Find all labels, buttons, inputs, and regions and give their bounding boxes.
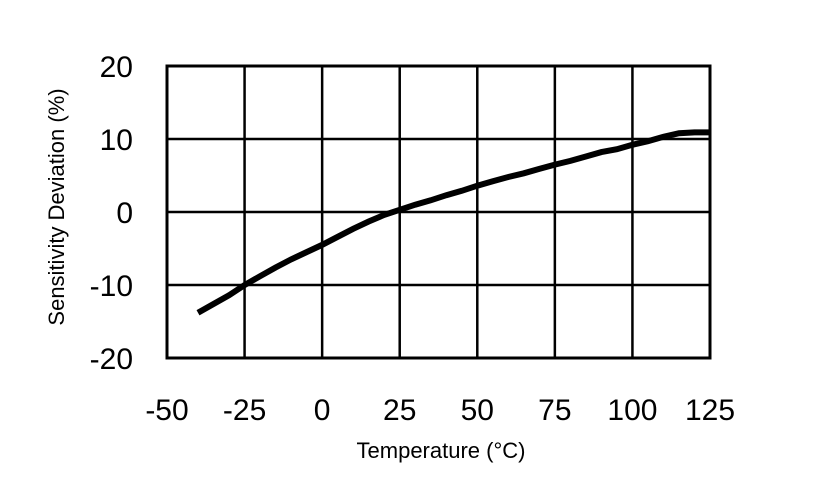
x-tick-label: 0 — [314, 394, 331, 427]
x-tick-label: 50 — [461, 394, 494, 427]
y-axis-title: Sensitivity Deviation (%) — [44, 88, 69, 325]
x-tick-label: -25 — [223, 394, 266, 427]
x-tick-label: -50 — [145, 394, 188, 427]
plot-frame — [165, 64, 712, 360]
x-tick-label: 100 — [607, 394, 657, 427]
series-line — [196, 129, 710, 316]
x-tick-label: 25 — [383, 394, 416, 427]
x-axis-title: Temperature (°C) — [357, 438, 526, 463]
x-tick-labels: -50 -25 0 25 50 75 100 125 — [145, 394, 735, 427]
y-tick-label: -20 — [90, 343, 133, 376]
y-tick-label: 0 — [116, 197, 133, 230]
x-tick-label: 125 — [685, 394, 735, 427]
y-tick-label: 20 — [100, 51, 133, 84]
series-group — [196, 129, 710, 316]
x-tick-label: 75 — [538, 394, 571, 427]
y-tick-label: -10 — [90, 270, 133, 303]
y-tick-label: 10 — [100, 124, 133, 157]
y-tick-labels: 20 10 0 -10 -20 — [90, 51, 133, 376]
